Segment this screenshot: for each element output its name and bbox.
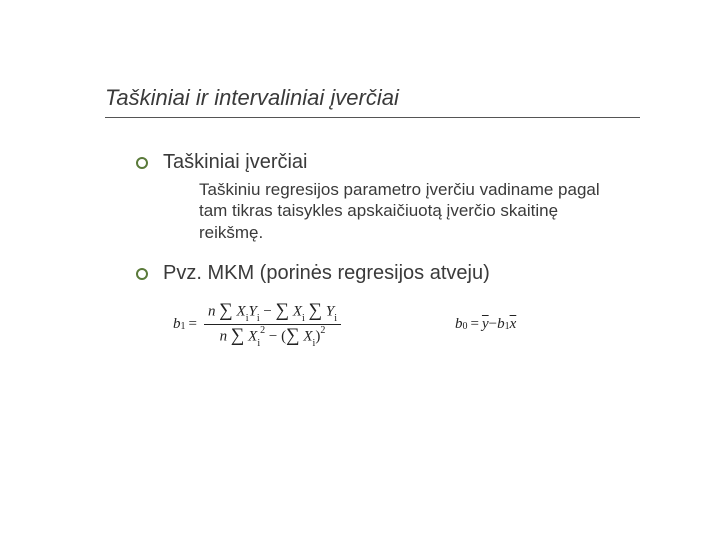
b1-num-n: n xyxy=(208,303,216,319)
b1-num-Y1: Y xyxy=(248,303,256,319)
b1-den-Xi1: i xyxy=(257,338,260,349)
b0-b1-sub: 1 xyxy=(505,321,510,332)
b0-lhs-sub: 0 xyxy=(462,321,467,332)
b0-b1: b xyxy=(497,316,505,333)
minus-sign: − ( xyxy=(269,328,286,344)
b1-num-X2: X xyxy=(293,303,302,319)
b1-num-Yi2: i xyxy=(334,313,337,324)
open-circle-icon xyxy=(135,156,149,170)
b0-ybar: y xyxy=(482,316,489,333)
b1-lhs: b xyxy=(173,316,181,333)
bullet-1: Taškiniai įverčiai xyxy=(135,150,640,175)
bullet-2-text: Pvz. MKM (porinės regresijos atveju) xyxy=(163,261,490,286)
b0-lhs: b xyxy=(455,316,463,333)
open-circle-icon xyxy=(135,267,149,281)
slide-content: Taškiniai ir intervaliniai įverčiai Tašk… xyxy=(0,0,720,349)
sigma-icon: ∑ xyxy=(219,300,233,322)
minus-sign: − xyxy=(489,316,497,333)
bullet-1-text: Taškiniai įverčiai xyxy=(163,150,308,175)
b1-num-Xi2: i xyxy=(302,313,305,324)
equals-sign: = xyxy=(470,316,478,333)
formula-row: b1 = n ∑ XiYi − ∑ Xi ∑ Yi n ∑ Xi2 xyxy=(173,300,640,349)
sigma-icon: ∑ xyxy=(231,325,245,347)
b1-den-n: n xyxy=(220,328,228,344)
b1-den-X2: X xyxy=(303,328,312,344)
b1-num-Yi1: i xyxy=(257,313,260,324)
b1-numerator: n ∑ XiYi − ∑ Xi ∑ Yi xyxy=(204,300,341,325)
b0-xbar: x xyxy=(510,316,517,333)
b1-den-Xi2: i xyxy=(313,338,316,349)
b1-den-X1: X xyxy=(248,328,257,344)
bullet-2: Pvz. MKM (porinės regresijos atveju) xyxy=(135,261,640,286)
bullet-1-subtext: Taškiniu regresijos parametro įverčiu va… xyxy=(199,179,600,243)
b1-num-X1: X xyxy=(237,303,246,319)
b1-lhs-sub: 1 xyxy=(181,321,186,332)
b1-num-Y2: Y xyxy=(326,303,334,319)
b1-fraction: n ∑ XiYi − ∑ Xi ∑ Yi n ∑ Xi2 − (∑ Xi)2 xyxy=(204,300,341,349)
formula-b1: b1 = n ∑ XiYi − ∑ Xi ∑ Yi n ∑ Xi2 xyxy=(173,300,345,349)
b1-den-exp2: 2 xyxy=(320,325,325,336)
slide-title: Taškiniai ir intervaliniai įverčiai xyxy=(105,85,640,118)
sigma-icon: ∑ xyxy=(309,300,323,322)
sigma-icon: ∑ xyxy=(286,325,300,347)
formula-b0: b0 = y − b1 x xyxy=(455,316,516,333)
minus-sign: − xyxy=(263,303,275,319)
b1-den-exp1: 2 xyxy=(260,325,265,336)
b1-denominator: n ∑ Xi2 − (∑ Xi)2 xyxy=(216,325,330,349)
sigma-icon: ∑ xyxy=(276,300,290,322)
equals-sign: = xyxy=(189,316,197,333)
